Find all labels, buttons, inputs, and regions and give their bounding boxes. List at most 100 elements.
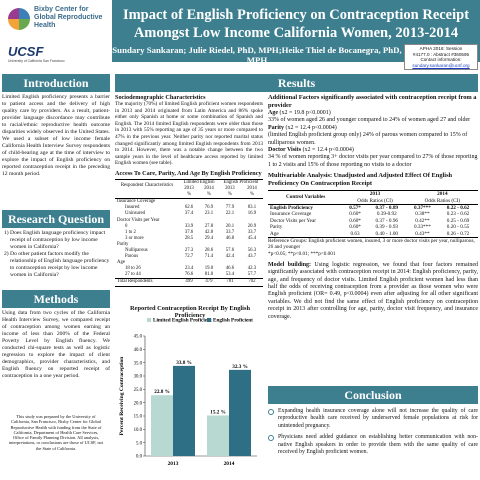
additional-factors-heading: Additional Factors significantly associa… <box>268 94 477 109</box>
bar-value-label: 33.8 % <box>176 360 192 366</box>
apha-line: Contact information: <box>420 57 462 63</box>
y-tick-label: 40.0 <box>134 348 143 353</box>
mtable-cell: 0.60* <box>349 217 361 224</box>
y-tick-label: 35.0 <box>134 361 143 366</box>
mtable-row-label: English Proficiency <box>270 205 313 212</box>
bixby-logo-icon <box>8 8 30 30</box>
y-tick-label: 0.0 <box>136 455 143 460</box>
table-row: Parity <box>115 242 263 248</box>
methods-heading: Methods <box>2 290 110 308</box>
y-tick-label: 45.0 <box>134 335 143 340</box>
table-cell: 81.0 <box>204 272 214 278</box>
table-cell: 72.7 <box>184 254 194 260</box>
table-cell: 37.4 <box>184 211 194 217</box>
conclusion-text: Physicians need added guidance on establ… <box>278 434 478 456</box>
table-unit: % <box>249 192 254 198</box>
model-building-paragraph: Model building: Using logistic regressio… <box>268 262 478 321</box>
table-cell: 781 <box>226 279 234 285</box>
table-cell <box>241 199 263 206</box>
table-group-head: English Proficient <box>223 179 259 185</box>
table-row: Total Respondents 499 479 781 702 <box>115 278 263 287</box>
introduction-text: Limited English proficiency presents a b… <box>2 94 110 177</box>
mtable-cell: 0.33*** <box>413 224 431 231</box>
socio-text: The majority (70%) of limited English pr… <box>115 101 263 167</box>
model-building-text: Using logistic regression, we found that… <box>268 261 478 320</box>
table-cell: 42.8 <box>204 229 214 235</box>
factor-item: Doctor Visits (x2 = 12.4 p<0.0004) 34 % o… <box>268 147 478 169</box>
mtable-cell: 0.43** <box>415 230 430 237</box>
mtable-cell: 0.60* <box>349 211 361 218</box>
factor-text: 33% of women aged 26 and younger compare… <box>268 117 471 124</box>
mtable-row-label: Doctor Visits per Year <box>270 217 316 224</box>
table-cell: 479 <box>205 279 213 285</box>
factor-label: Parity <box>268 124 284 131</box>
table-cell: 33.7 <box>247 229 257 235</box>
table-cell: 29.4 <box>204 235 214 241</box>
mtable-row: Insurance Coverage 0.60* 0.39-0.92 0.38** 0.… <box>268 211 478 217</box>
y-tick-label: 25.0 <box>134 388 143 393</box>
table-cell: 20.9 <box>247 223 257 229</box>
mtable-row-label: Age <box>270 230 279 237</box>
bullet-icon <box>268 409 274 415</box>
x-tick-label: 2014 <box>224 461 235 467</box>
legend-label: English Proficient <box>213 318 253 324</box>
poster-title-line2: Amongst Low Income California Women, 201… <box>133 25 459 41</box>
bullet-icon <box>268 435 274 442</box>
table-row: 1 to 2 37.6 42.8 33.7 33.7 <box>115 230 263 236</box>
legend-swatch <box>147 318 151 322</box>
model-building-label: Model building: <box>268 261 312 268</box>
mtable-cell: 0.20 - 0.55 <box>446 224 470 231</box>
table-row-label: Nulliparous <box>125 247 148 253</box>
mtable-cell: 0.60* <box>349 224 361 231</box>
table-unit: % <box>206 192 211 198</box>
table-row-label: Insured <box>125 205 140 211</box>
research-question-heading: Research Question <box>2 210 110 228</box>
mtable-cell: 0.42** <box>415 217 430 224</box>
table-cell: 53.4 <box>225 272 235 278</box>
access-table-title: Access To Care, Parity, And Age By Engli… <box>115 169 262 177</box>
table-cell: 28.5 <box>184 235 194 241</box>
table-cell <box>179 199 199 206</box>
mtable-cell: 0.39-0.92 <box>376 211 397 218</box>
table-cell: 20.1 <box>225 223 235 229</box>
mtable-row: Doctor Visits per Year 0.60* 0.37 - 0.96 0.… <box>268 218 478 224</box>
multivariable-heading: Multivariable Analysis: Unadjusted and A… <box>268 172 453 188</box>
table-cell: 42.4 <box>225 254 235 260</box>
table-cell <box>199 199 219 206</box>
funding-statement: This study was prepared by the Universit… <box>8 414 104 451</box>
table-row-label: 1 to 2 <box>125 229 136 235</box>
mtable-cell: 0.37 - 0.96 <box>375 217 399 224</box>
table-row: 3 or more 28.5 29.4 46.8 45.4 <box>115 236 263 242</box>
mtable-cell: 0.39 - 0.93 <box>375 224 399 231</box>
factor-label: Age <box>268 110 278 116</box>
table-row-label: Parous <box>125 254 139 260</box>
table-row: Insurance Coverage <box>115 199 263 206</box>
conclusion-heading: Conclusion <box>268 386 478 404</box>
y-tick-label: 20.0 <box>134 401 143 406</box>
table-unit: % <box>187 192 192 198</box>
bar-value-label: 32.3 % <box>232 364 248 370</box>
table-row-label: Uninsured <box>125 211 145 217</box>
poster-header: Bixby Center for Global Reproductive Hea… <box>0 0 480 70</box>
mtable-sub: Odds Ratios (CI) <box>357 197 393 204</box>
table-cell: 46.6 <box>225 266 235 272</box>
factor-stat: (x2 = 19.8 p<0.0001) <box>278 110 331 116</box>
research-question-item: 2) Do other patient factors modify the r… <box>4 251 110 278</box>
table-cell: 43.7 <box>247 254 257 260</box>
contact-email-link[interactable]: sundary.sankaran@ucsf.org <box>412 62 470 68</box>
title-band: Impact of English Proficiency on Contrac… <box>112 0 480 65</box>
table-row: Nulliparous 27.3 28.6 57.6 56.3 <box>115 248 263 254</box>
table-row: Age <box>115 260 263 266</box>
mtable-significance: *p<0.05; **p<0.01; ***p<0.001 <box>268 250 336 257</box>
table-col-head: Respondent Characteristics <box>120 182 174 188</box>
mtable-cell: 0.37 - 0.89 <box>375 205 399 212</box>
bar <box>207 415 229 456</box>
apha-line: #4177.0 : Abstract #360595 <box>412 51 470 57</box>
table-row-label: 27 to 44 <box>125 272 141 278</box>
poster-title-line1: Impact of English Proficiency on Contrac… <box>122 7 470 23</box>
table-year: 2014 <box>204 186 214 192</box>
table-cell: 46.8 <box>225 235 235 241</box>
apha-line: APHA 2016: Session <box>419 46 463 51</box>
logo-area: Bixby Center for Global Reproductive Hea… <box>4 4 112 66</box>
factor-stat: (x2 = 12.4 p<0.0004) <box>284 124 337 131</box>
